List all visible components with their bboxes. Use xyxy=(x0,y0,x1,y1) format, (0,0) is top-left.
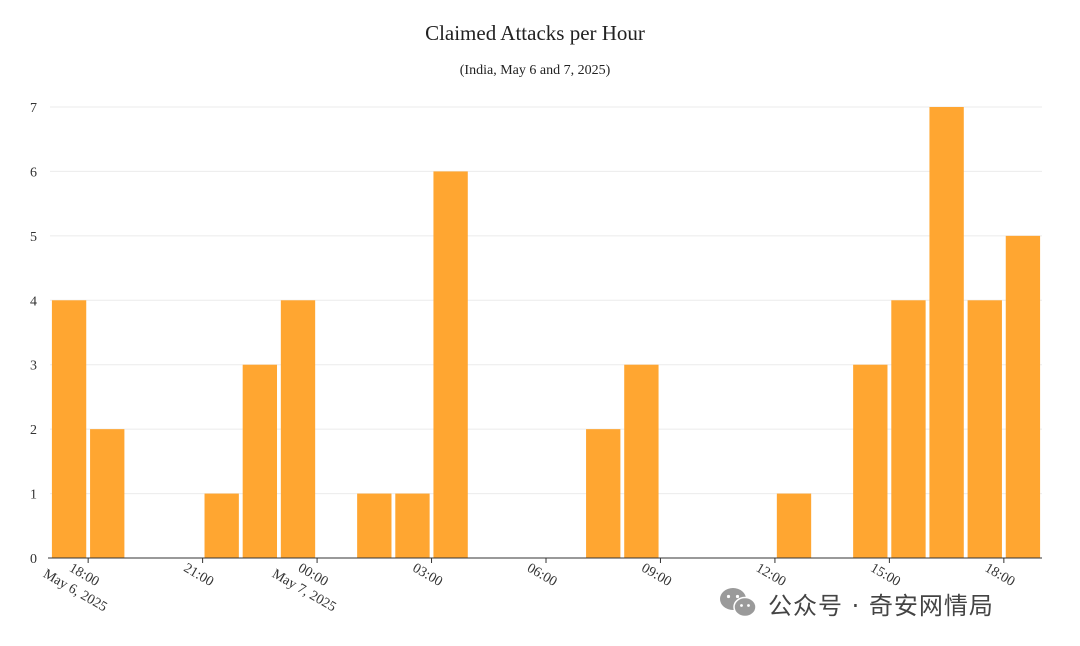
gridlines xyxy=(50,106,1042,495)
bar xyxy=(586,429,621,558)
y-tick-label: 3 xyxy=(30,359,37,374)
bar xyxy=(433,171,468,558)
chart-title: Claimed Attacks per Hour xyxy=(425,21,645,45)
y-tick-label: 4 xyxy=(30,294,37,309)
wechat-icon xyxy=(720,588,757,618)
x-tick-label: 06:00 xyxy=(524,561,559,590)
x-tick-time: 21:00 xyxy=(181,561,216,590)
chart-subtitle: (India, May 6 and 7, 2025) xyxy=(460,63,611,78)
bar xyxy=(280,300,316,558)
x-tick-time: 06:00 xyxy=(524,561,559,590)
y-tick-label: 7 xyxy=(30,101,37,116)
bar xyxy=(90,429,125,558)
x-tick-label: 09:00 xyxy=(639,561,674,590)
bar xyxy=(891,300,926,558)
bar xyxy=(929,107,964,558)
bar xyxy=(853,364,888,558)
y-axis-ticks: 0 1 2 3 4 5 6 7 xyxy=(30,101,37,567)
y-tick-label: 2 xyxy=(30,423,37,438)
x-tick-label: 03:00 xyxy=(410,561,445,590)
y-tick-label: 6 xyxy=(30,165,37,180)
bar xyxy=(967,300,1002,558)
y-tick-label: 1 xyxy=(30,488,37,503)
watermark-text: 公众号 · 奇安网情局 xyxy=(768,591,994,620)
x-tick-time: 09:00 xyxy=(639,561,674,590)
bars xyxy=(51,107,1041,558)
bar xyxy=(1005,235,1041,558)
bar xyxy=(357,493,392,558)
bar xyxy=(776,493,812,558)
x-tick-time: 03:00 xyxy=(410,561,445,590)
bar xyxy=(242,364,278,558)
watermark: 公众号 · 奇安网情局 xyxy=(718,583,1058,623)
x-tick-label: 21:00 xyxy=(181,561,216,590)
bar xyxy=(395,493,430,558)
bar xyxy=(51,300,87,558)
y-tick-label: 5 xyxy=(30,230,37,245)
bar xyxy=(624,364,659,558)
bar xyxy=(204,493,239,558)
y-tick-label: 0 xyxy=(30,552,37,567)
